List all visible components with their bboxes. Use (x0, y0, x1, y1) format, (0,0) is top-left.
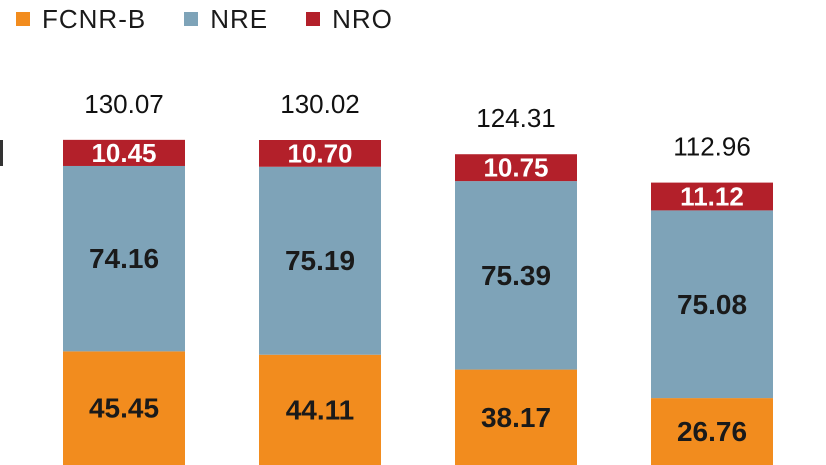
bar-segment-nro-2 (259, 140, 381, 167)
data-label-fcnr-b-1: 45.45 (89, 393, 159, 424)
bar-segment-fcnr-b-2 (259, 354, 381, 465)
data-label-nre-2: 75.19 (285, 245, 355, 276)
bar-segment-nre-1 (63, 165, 185, 352)
data-label-nre-4: 75.08 (677, 289, 747, 320)
data-label-nro-2: 10.70 (287, 138, 352, 168)
data-label-fcnr-b-2: 44.11 (286, 394, 355, 425)
axis-tick-mark (0, 140, 3, 166)
data-label-nre-1: 74.16 (89, 243, 159, 274)
data-label-nro-1: 10.45 (91, 138, 156, 168)
data-label-nro-4: 11.12 (680, 182, 744, 212)
legend-item-fcnr-b: FCNR-B (16, 4, 146, 35)
legend-swatch-nre (184, 12, 199, 26)
bar-segment-fcnr-b-4 (651, 398, 773, 465)
bar-segment-nre-4 (651, 210, 773, 399)
legend-label-fcnr-b: FCNR-B (42, 3, 147, 34)
legend-label-nre: NRE (210, 3, 269, 34)
total-label-1: 130.07 (84, 89, 164, 119)
data-label-nre-3: 75.39 (481, 260, 551, 291)
total-label-4: 112.96 (673, 132, 751, 162)
legend-label-nro: NRO (332, 3, 393, 34)
bar-segment-fcnr-b-1 (63, 351, 185, 465)
bar-segment-nro-1 (63, 139, 185, 166)
legend-item-nre: NRE (184, 4, 268, 35)
data-label-nro-3: 10.75 (483, 153, 548, 183)
bar-segment-fcnr-b-3 (455, 369, 577, 465)
bar-segment-nre-3 (455, 181, 577, 370)
bar-segment-nro-3 (455, 154, 577, 182)
bar-segment-nro-4 (651, 182, 773, 211)
legend-swatch-nro (306, 12, 321, 26)
total-label-2: 130.02 (280, 89, 360, 119)
legend-swatch-fcnr-b (16, 12, 30, 26)
total-label-3: 124.31 (476, 103, 556, 133)
data-label-fcnr-b-3: 38.17 (481, 402, 551, 433)
legend-item-nro: NRO (306, 4, 393, 35)
bar-segment-nre-2 (259, 166, 381, 355)
legend: FCNR-B NRE NRO (0, 4, 431, 34)
data-label-fcnr-b-4: 26.76 (677, 416, 747, 447)
